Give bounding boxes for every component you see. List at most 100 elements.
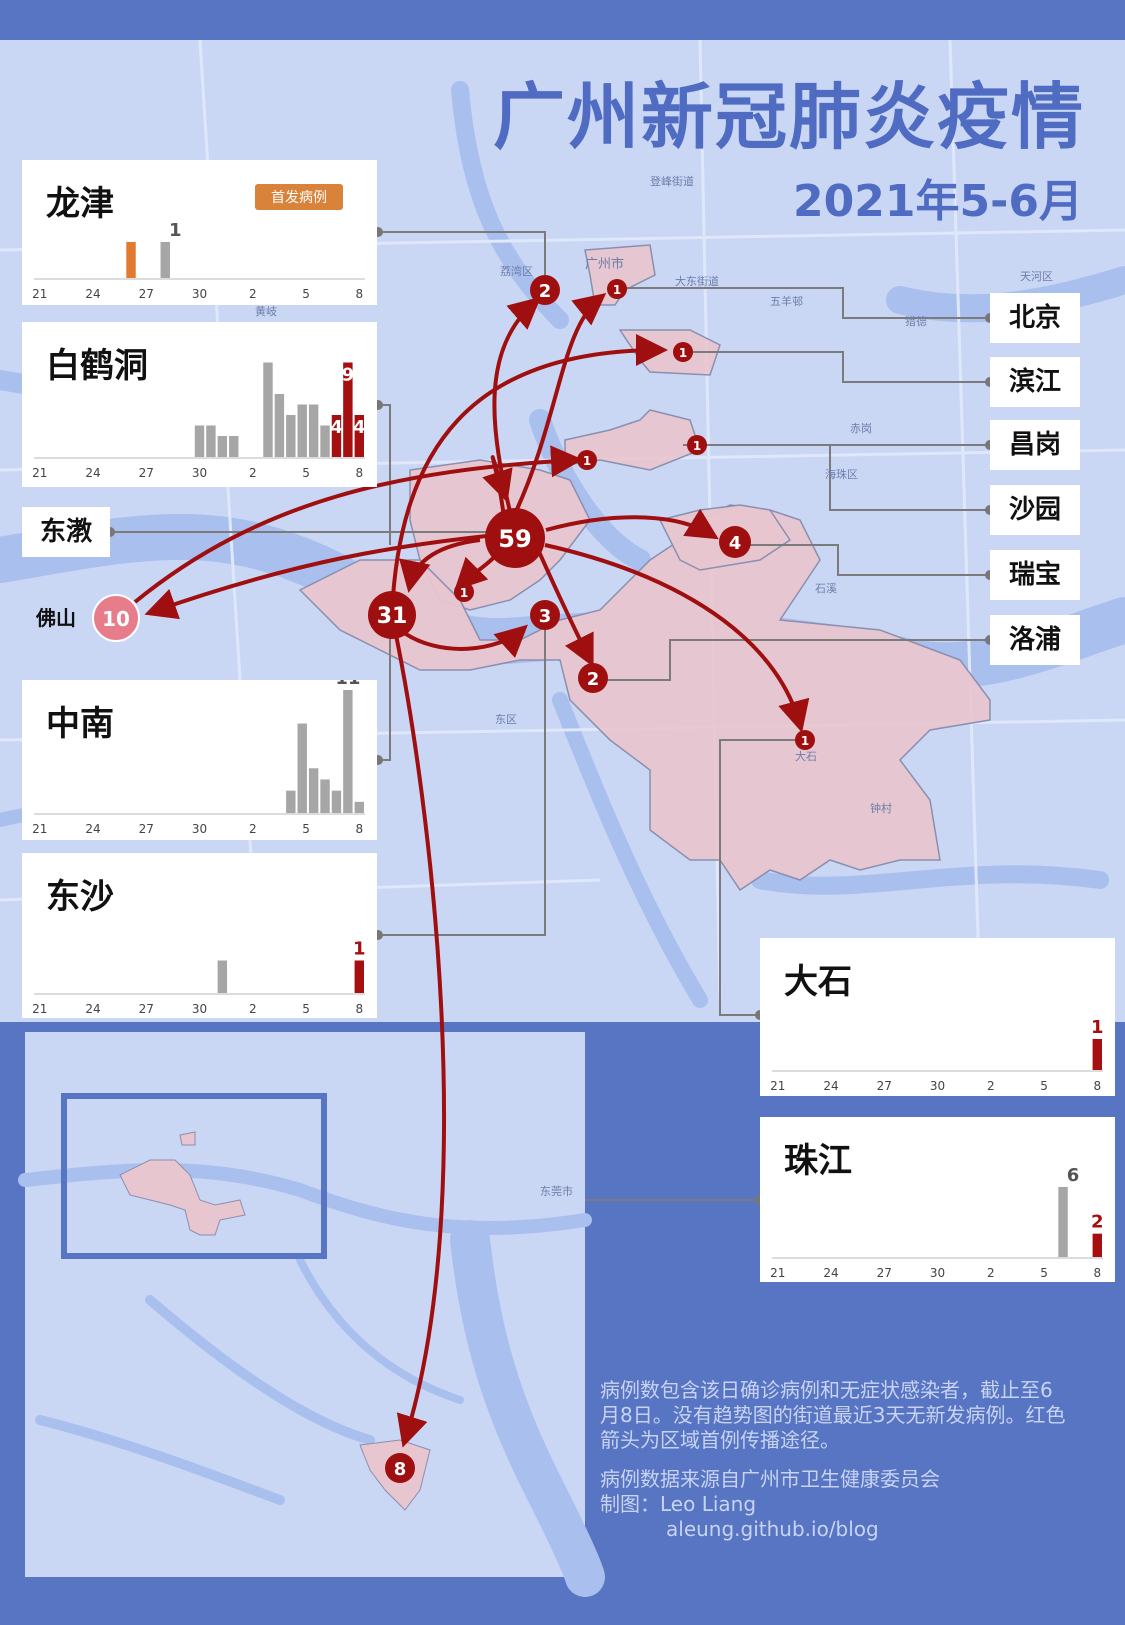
node-label: 1 [693,439,701,453]
chart-tick-label: 2 [249,287,257,301]
chart-data-label: 6 [1067,1165,1080,1186]
chart-tick-label: 21 [770,1079,785,1093]
bar-chart: 4 9 4 21 24 27 30 2 5 8 [32,362,366,480]
chart-bar [308,768,319,813]
node-label: 1 [801,734,809,748]
node-59 [485,508,545,568]
card-dashi: 大石 1 21 24 27 30 2 5 8 [760,938,1115,1096]
chart-tick-label: 8 [355,466,363,480]
chart-tick-label: 24 [85,822,100,836]
note-author: 制图：Leo Liang [600,1492,757,1516]
chart-tick-label: 27 [139,287,154,301]
place-label: 荔湾区 [500,264,533,278]
transmission-arrows [133,292,810,1448]
place-label: 登峰街道 [650,174,694,188]
bar-chart: 1 21 24 27 30 2 5 8 [32,220,365,301]
chart-tick-label: 8 [1093,1079,1101,1093]
card-title: 龙津 [46,184,114,224]
chart-tick-label: 27 [877,1266,892,1280]
place-label: 钟村 [870,801,892,815]
chart-tick-label: 27 [139,466,154,480]
node-2a [530,275,560,305]
chart-tick-label: 21 [32,287,47,301]
chart-bar [160,242,170,278]
chart-bar [343,362,353,457]
chart-tick-label: 8 [355,287,363,301]
card-title: 珠江 [784,1141,852,1181]
chart-tick-label: 5 [302,822,310,836]
chart-tick-label: 5 [302,466,310,480]
chart-tick-label: 30 [192,466,207,480]
chart-bar [286,415,296,457]
node-2b [578,663,608,693]
place-label: 天河区 [1020,270,1053,283]
chart-bar [1092,1233,1102,1257]
node-1a [607,279,627,299]
chart-tick-label: 21 [32,466,47,480]
district-label-changgang: 昌岗 [990,420,1080,470]
chart-tick-label: 2 [249,1002,257,1016]
chart-bar [1092,1039,1102,1070]
place-label: 猎德 [905,314,927,328]
node-1d [687,435,707,455]
chart-bar [1058,1187,1068,1257]
place-label: 广州市 [585,256,624,272]
chart-tick-label: 8 [1093,1266,1101,1280]
node-label: 31 [377,604,408,629]
card-baihedong: 白鹤洞 4 9 4 21 24 27 30 2 5 8 [22,322,377,487]
card-title: 中南 [46,704,114,744]
card-dongsha: 东沙 1 21 24 27 30 2 5 8 [22,853,377,1018]
node-8 [385,1453,415,1483]
district-label-shayuan: 沙园 [990,485,1080,535]
chart-tick-label: 24 [823,1079,838,1093]
place-label: 东莞市 [540,1184,573,1198]
node-label: 1 [679,346,687,360]
chart-data-label: 4 [353,417,366,438]
chart-tick-label: 30 [192,1002,207,1016]
card-zhujiang: 珠江 6 2 21 24 27 30 2 5 8 [760,1117,1115,1282]
chart-bar [263,362,273,457]
district-label-binjiang: 滨江 [990,357,1080,407]
chart-data-label: 11 [335,680,360,689]
chart-bar [217,960,228,993]
place-label: 五羊邨 [770,294,803,308]
chart-bar [229,436,239,457]
chart-bar [217,436,228,457]
node-label: 3 [539,606,552,627]
district-label-beijing: 北京 [990,293,1080,343]
chart-tick-label: 5 [302,1002,310,1016]
place-label: 黄岐 [255,304,277,318]
chart-tick-label: 2 [987,1266,995,1280]
node-label: 2 [539,281,552,302]
node-label: 1 [583,454,591,468]
chart-bar [297,404,307,457]
inset-focus-frame [61,1093,327,1259]
note-source: 病例数据来源自广州市卫生健康委员会 [600,1467,940,1491]
node-10 [92,594,140,642]
chart-data-label: 1 [1091,1017,1104,1038]
district-label-dongjiao: 东漖 [22,507,110,557]
chart-bar [274,394,285,457]
node-4 [719,526,751,558]
chart-data-label: 2 [1091,1212,1104,1233]
chart-bar [354,415,364,457]
chart-tick-label: 24 [85,1002,100,1016]
chart-tick-label: 21 [770,1266,785,1280]
chart-bar [331,790,342,813]
chart-bar [320,779,330,813]
place-label: 石溪 [815,582,837,595]
card-title: 东沙 [46,877,114,917]
chart-bar [194,425,205,457]
first-case-tag: 首发病例 [255,184,343,210]
node-1e [454,582,474,602]
chart-tick-label: 24 [823,1266,838,1280]
chart-tick-label: 21 [32,1002,47,1016]
node-label: 1 [613,283,621,297]
chart-tick-label: 24 [85,466,100,480]
chart-tick-label: 24 [85,287,100,301]
chart-tick-label: 2 [249,822,257,836]
chart-tick-label: 8 [355,1002,363,1016]
node-1b [673,342,693,362]
page-title: 广州新冠肺炎疫情 [492,75,1085,159]
node-label: 2 [587,669,600,690]
